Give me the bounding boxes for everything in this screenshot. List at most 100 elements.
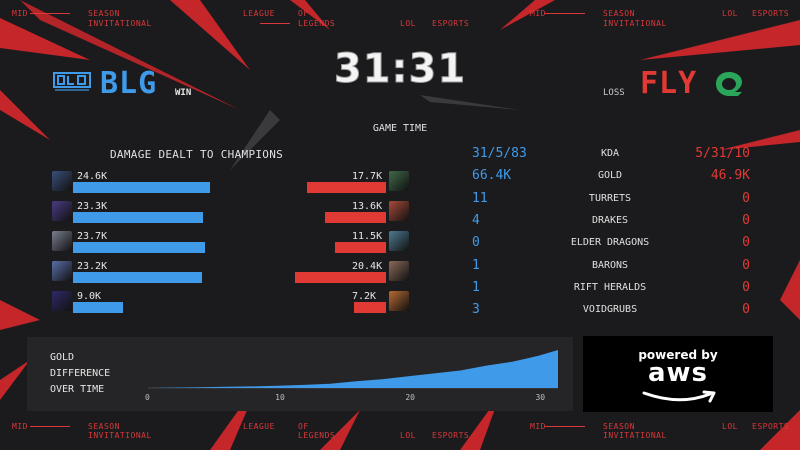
champion-portrait-blue bbox=[52, 291, 72, 311]
team-name-blue: BLG bbox=[100, 66, 158, 101]
gold-label-line: DIFFERENCE bbox=[50, 368, 111, 379]
damage-bar-red bbox=[325, 212, 386, 223]
ticker-word: SEASON bbox=[88, 422, 120, 431]
ticker-word: OF bbox=[298, 422, 309, 431]
gold-label-line: OVER TIME bbox=[50, 384, 105, 395]
result-win: WIN bbox=[175, 88, 192, 98]
champion-portrait-blue bbox=[52, 171, 72, 191]
stat-value-red: 0 bbox=[742, 279, 750, 295]
damage-value-blue: 24.6K bbox=[77, 171, 108, 182]
ticker-word: MID bbox=[530, 422, 546, 431]
gold-label-line: GOLD bbox=[50, 352, 75, 363]
gold-chart-tick-label: 20 bbox=[405, 393, 415, 402]
damage-value-red: 11.5K bbox=[352, 231, 383, 242]
ticker-word: LEGENDS bbox=[298, 19, 336, 28]
stat-value-red: 0 bbox=[742, 235, 750, 251]
result-loss: LOSS bbox=[603, 88, 625, 98]
flyquest-logo-icon bbox=[716, 72, 742, 96]
damage-value-red: 17.7K bbox=[352, 171, 383, 182]
damage-value-red: 20.4K bbox=[352, 261, 383, 272]
champion-portrait-red bbox=[389, 171, 409, 191]
damage-value-blue: 23.2K bbox=[77, 261, 108, 272]
stat-value-blue: 31/5/83 bbox=[472, 146, 527, 161]
stat-label: TURRETS bbox=[588, 192, 632, 204]
stat-label: KDA bbox=[600, 148, 620, 159]
ticker-word: INVITATIONAL bbox=[603, 19, 667, 28]
ticker-word: LOL bbox=[722, 9, 738, 18]
ticker-word: SEASON bbox=[88, 9, 120, 18]
damage-value-blue: 23.3K bbox=[77, 201, 108, 212]
stat-label: ELDER DRAGONS bbox=[570, 237, 650, 249]
stat-value-red: 46.9K bbox=[710, 168, 750, 184]
ticker-word: LOL bbox=[400, 431, 416, 440]
damage-bar-red bbox=[334, 242, 386, 253]
champion-portrait-blue bbox=[52, 261, 72, 281]
ticker-word: ESPORTS bbox=[752, 422, 790, 431]
ticker-word: SEASON bbox=[603, 9, 635, 18]
ticker-word: INVITATIONAL bbox=[88, 431, 152, 440]
ticker-word: INVITATIONAL bbox=[88, 19, 152, 28]
ticker-word: SEASON bbox=[603, 422, 635, 431]
stat-label: GOLD bbox=[597, 170, 623, 182]
stat-label: DRAKES bbox=[591, 214, 629, 226]
ticker-word: LOL bbox=[722, 422, 738, 431]
damage-bar-blue bbox=[73, 302, 124, 313]
stat-value-blue: 11 bbox=[472, 190, 488, 206]
ticker-word: LOL bbox=[400, 19, 416, 28]
ticker-word: OF bbox=[298, 9, 309, 18]
ticker-bottom: MID SEASON INVITATIONAL LEAGUE OF LEGEND… bbox=[0, 418, 800, 450]
champion-portrait-blue bbox=[52, 231, 72, 251]
damage-bar-blue bbox=[73, 242, 205, 253]
damage-bar-blue bbox=[73, 182, 210, 193]
ticker-word: ESPORTS bbox=[432, 431, 470, 440]
gold-chart-tick-label: 0 bbox=[145, 393, 150, 402]
stat-value-red: 0 bbox=[742, 190, 750, 206]
stat-label: BARONS bbox=[591, 259, 629, 271]
damage-bar-red bbox=[353, 302, 386, 313]
ticker-word: ESPORTS bbox=[752, 9, 790, 18]
game-timer: 31:31 bbox=[333, 46, 467, 93]
damage-bar-blue bbox=[73, 212, 203, 223]
stat-value-blue: 0 bbox=[472, 235, 480, 251]
damage-bar-red bbox=[294, 272, 386, 283]
ticker-word: LEAGUE bbox=[243, 9, 275, 18]
stat-value-blue: 66.4K bbox=[472, 168, 512, 184]
gold-chart-tick-label: 30 bbox=[535, 393, 546, 402]
aws-logo: aws bbox=[647, 358, 709, 388]
stat-value-red: 0 bbox=[742, 257, 750, 273]
champion-portrait-red bbox=[389, 291, 409, 311]
damage-value-blue: 23.7K bbox=[77, 231, 108, 242]
stat-value-blue: 1 bbox=[472, 279, 480, 295]
damage-bar-red bbox=[306, 182, 386, 193]
stat-value-blue: 1 bbox=[472, 257, 480, 273]
damage-bar-blue bbox=[73, 272, 203, 283]
damage-value-blue: 9.0K bbox=[77, 291, 102, 302]
stat-label: VOIDGRUBS bbox=[582, 304, 638, 316]
ticker-word: MID bbox=[12, 9, 28, 18]
champion-portrait-blue bbox=[52, 201, 72, 221]
champion-portrait-red bbox=[389, 201, 409, 221]
damage-title: DAMAGE DEALT TO CHAMPIONS bbox=[110, 148, 284, 161]
blg-logo-icon bbox=[53, 72, 91, 91]
champion-portrait-red bbox=[389, 231, 409, 251]
gold-difference-area bbox=[148, 350, 558, 388]
stat-value-blue: 4 bbox=[472, 212, 480, 228]
stat-value-red: 5/31/10 bbox=[695, 146, 750, 161]
damage-value-red: 7.2K bbox=[352, 291, 377, 302]
game-time-label: GAME TIME bbox=[372, 123, 428, 134]
ticker-word: MID bbox=[530, 9, 546, 18]
stat-value-red: 0 bbox=[742, 302, 750, 318]
ticker-word: MID bbox=[12, 422, 28, 431]
gold-chart-tick-label: 10 bbox=[275, 393, 285, 402]
ticker-word: LEAGUE bbox=[243, 422, 275, 431]
stat-value-red: 0 bbox=[742, 212, 750, 228]
aws-smile-icon bbox=[642, 390, 716, 403]
damage-value-red: 13.6K bbox=[352, 201, 383, 212]
sponsor-powered-by: powered by bbox=[638, 348, 718, 362]
champion-portrait-red bbox=[389, 261, 409, 281]
gold-difference-chart bbox=[148, 350, 558, 389]
ticker-word: INVITATIONAL bbox=[603, 431, 667, 440]
ticker-word: ESPORTS bbox=[432, 19, 470, 28]
ticker-word: LEGENDS bbox=[298, 431, 336, 440]
